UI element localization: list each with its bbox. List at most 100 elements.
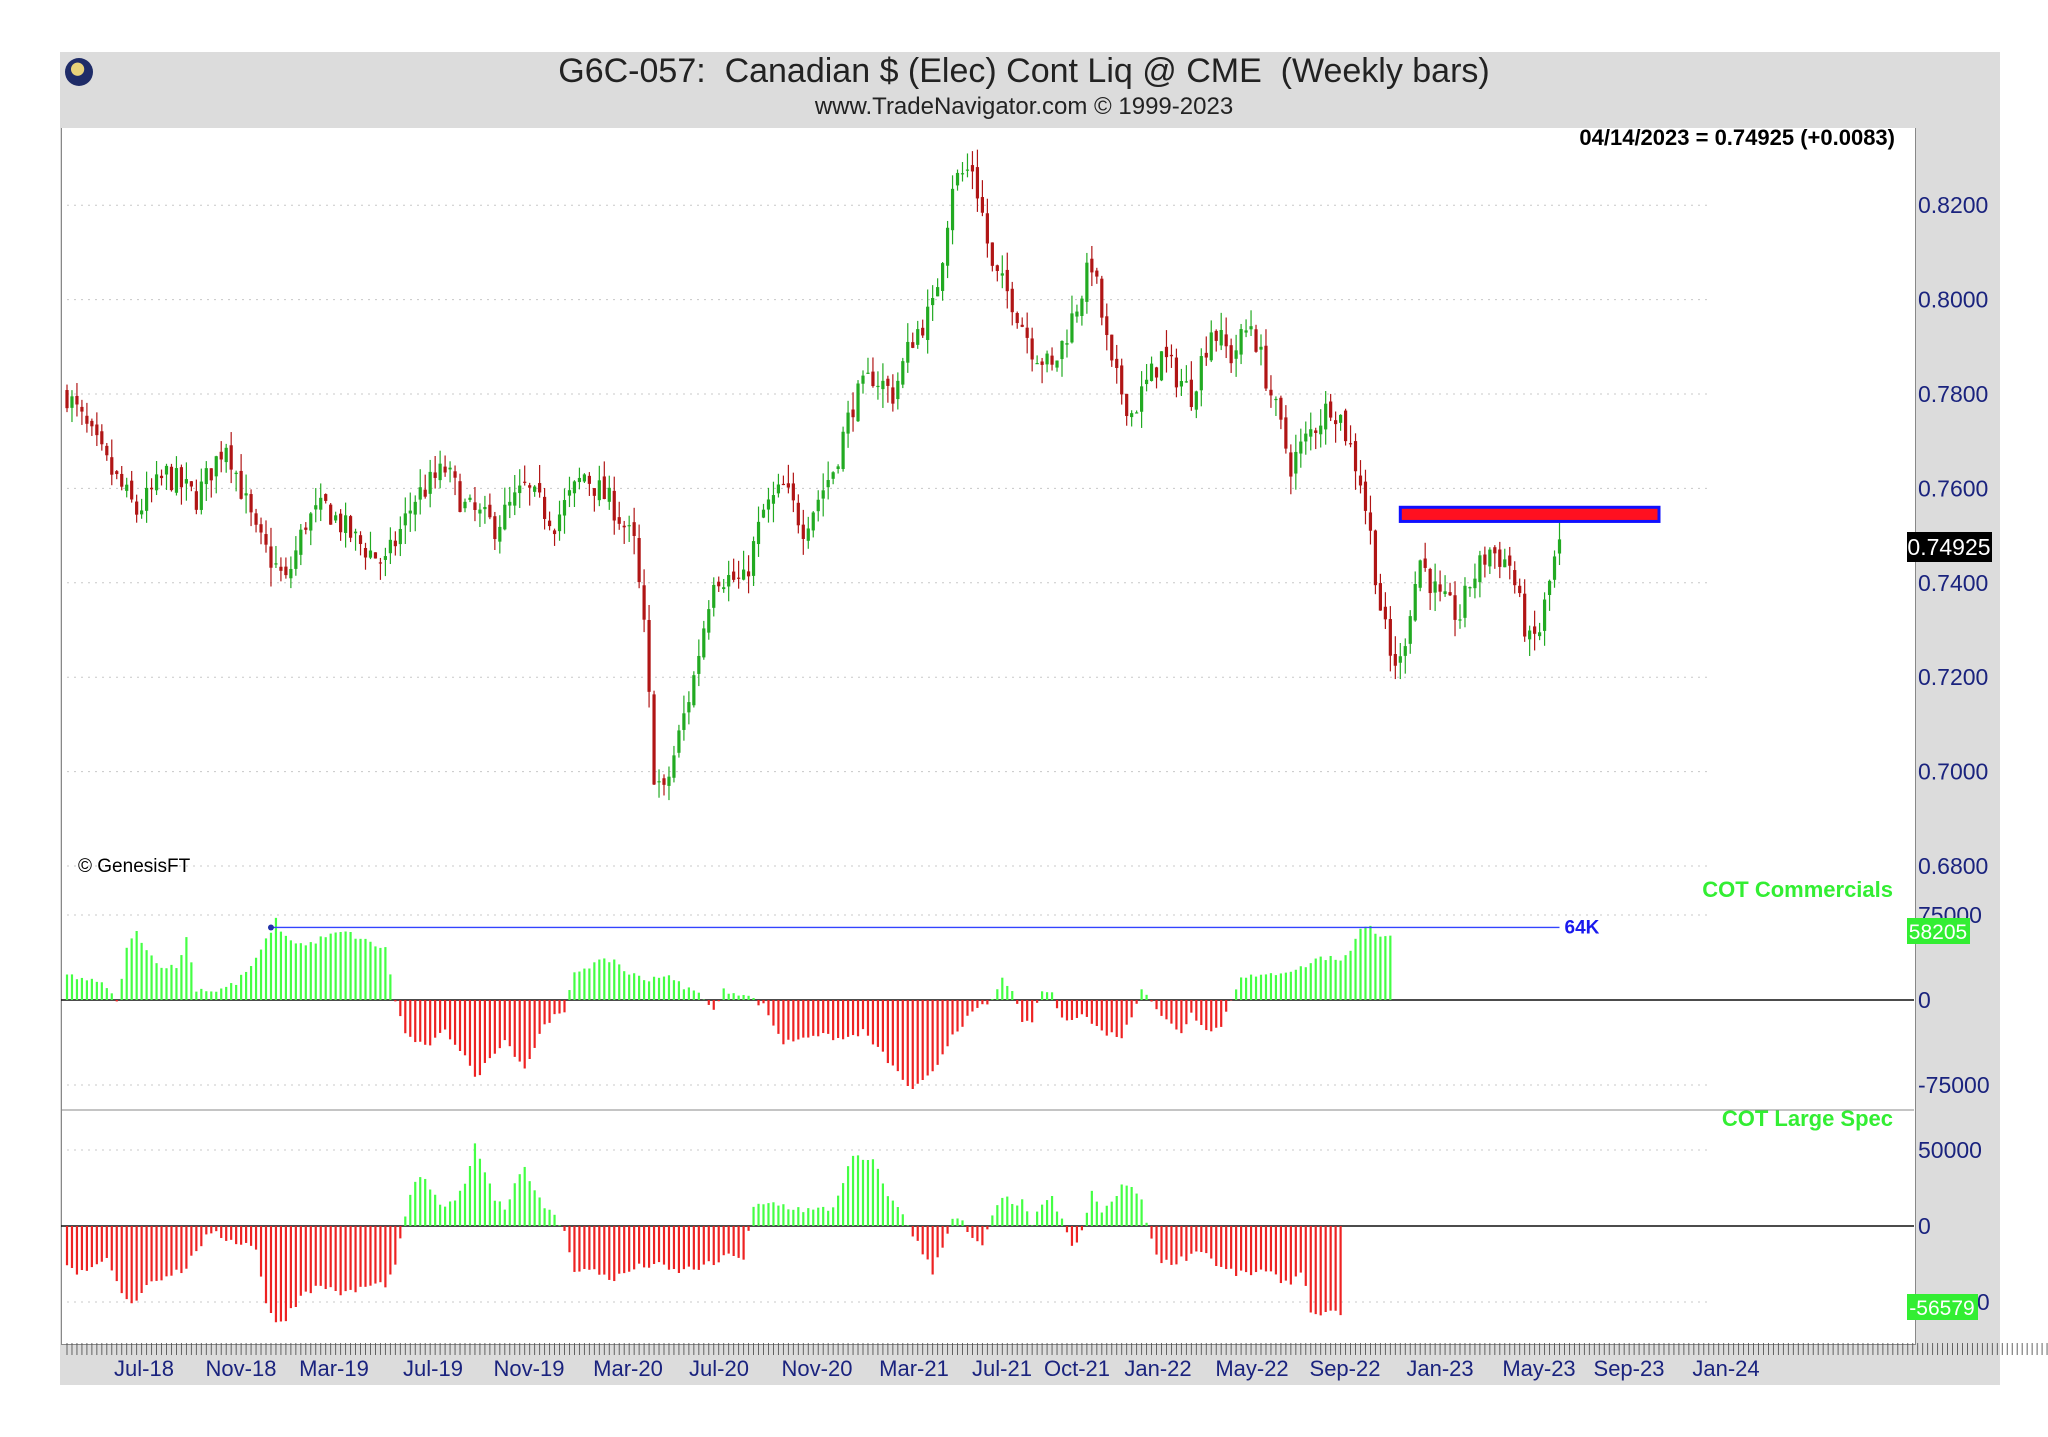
- candle-body: [249, 494, 253, 513]
- candle-body: [1542, 599, 1547, 631]
- candle-body: [771, 495, 776, 504]
- candle-body: [1199, 356, 1203, 391]
- candle-body: [1254, 329, 1258, 352]
- candle-body: [264, 534, 268, 545]
- candle-body: [368, 550, 373, 558]
- candle-body: [1557, 539, 1562, 554]
- candle-body: [1110, 334, 1114, 361]
- candle-body: [1513, 570, 1517, 586]
- candle-body: [1224, 334, 1228, 347]
- candle-body: [587, 475, 591, 484]
- candle-body: [309, 513, 313, 531]
- candle-body: [135, 501, 139, 515]
- candle-body: [1423, 558, 1427, 568]
- candle-body: [1339, 414, 1343, 423]
- cot-tick-label: 0: [1918, 987, 1931, 1013]
- candle-body: [582, 474, 586, 482]
- candle-body: [677, 730, 681, 753]
- candle-body: [1234, 350, 1238, 359]
- price-tick-label: 0.7600: [1918, 475, 1988, 501]
- candle-body: [841, 431, 845, 469]
- candle-body: [592, 488, 596, 496]
- candle-body: [906, 341, 910, 363]
- last-price-tag: 0.74925: [1907, 534, 1990, 560]
- candle-body: [796, 502, 800, 526]
- candle-body: [508, 501, 512, 506]
- candle-body: [652, 694, 656, 785]
- candle-body: [886, 378, 890, 386]
- candle-body: [458, 481, 462, 512]
- candle-body: [1299, 441, 1303, 454]
- candle-body: [1055, 360, 1059, 368]
- candle-body: [130, 480, 134, 500]
- price-tick-label: 0.7800: [1918, 381, 1988, 407]
- candle-body: [861, 375, 865, 384]
- candle-body: [154, 474, 159, 491]
- x-tick-label: Jul-19: [403, 1356, 463, 1381]
- candle-body: [498, 526, 502, 542]
- candle-body: [1085, 262, 1089, 302]
- candle-body: [423, 489, 427, 497]
- candle-body: [1070, 313, 1074, 343]
- candle-body: [304, 527, 308, 530]
- x-tick-label: Nov-20: [782, 1356, 853, 1381]
- candle-body: [995, 265, 999, 271]
- candle-body: [1363, 481, 1368, 511]
- candle-body: [980, 197, 984, 213]
- candle-body: [697, 655, 701, 674]
- candle-body: [577, 477, 582, 483]
- candle-body: [194, 491, 198, 510]
- candle-body: [881, 380, 885, 390]
- candle-body: [637, 538, 641, 583]
- candle-body: [647, 620, 651, 692]
- candle-body: [1508, 555, 1512, 566]
- candle-body: [543, 496, 547, 519]
- candle-body: [1135, 412, 1139, 414]
- candle-body: [936, 287, 940, 297]
- resistance-zone: [1398, 505, 1661, 523]
- last-price-tag-bg: [1907, 532, 1992, 562]
- candle-body: [871, 371, 875, 387]
- candle-body: [622, 525, 626, 528]
- candle-body: [1090, 258, 1094, 273]
- cot-commercials-value: 58205: [1909, 921, 1967, 944]
- candle-body: [617, 517, 621, 524]
- candle-body: [408, 510, 412, 514]
- candle-body: [756, 521, 761, 545]
- candle-body: [75, 395, 79, 405]
- candle-body: [1030, 338, 1034, 360]
- candle-body: [806, 528, 810, 541]
- candle-body: [712, 584, 716, 608]
- candle-body: [398, 528, 402, 545]
- candle-body: [921, 327, 925, 336]
- time-axis: Jul-18 Nov-18 Mar-19 Jul-19 Nov-19 Mar-20 Jul-…: [66, 1343, 2048, 1381]
- candle-body: [1304, 433, 1308, 442]
- candle-body: [373, 552, 378, 559]
- candle-body: [657, 781, 661, 783]
- candle-body: [1468, 587, 1472, 589]
- candle-body: [164, 465, 169, 475]
- candle-body: [1050, 355, 1054, 365]
- candle-body: [443, 466, 447, 473]
- candle-body: [1249, 326, 1253, 330]
- candle-body: [1194, 391, 1198, 410]
- price-axis: 0.8200 0.8000 0.7800 0.7600 0.7400 0.7200 0.70…: [1918, 192, 1988, 879]
- candle-body: [538, 483, 542, 493]
- candle-body: [528, 485, 532, 488]
- candle-body: [438, 463, 442, 481]
- candle-body: [702, 628, 706, 658]
- candle-body: [1010, 288, 1014, 313]
- cot-large-spec-value: -56579: [1909, 1297, 1974, 1320]
- candle-body: [1463, 585, 1467, 618]
- x-tick-label: Jul-18: [114, 1356, 174, 1381]
- trend-line-label: 64K: [1565, 917, 1600, 938]
- candle-body: [1443, 591, 1447, 595]
- candle-body: [1398, 656, 1402, 663]
- candle-body: [737, 577, 741, 579]
- candle-body: [1483, 554, 1487, 565]
- candle-body: [1284, 417, 1288, 449]
- x-tick-label: Nov-19: [494, 1356, 565, 1381]
- candle-body: [941, 263, 945, 291]
- candle-body: [846, 412, 850, 434]
- candle-body: [209, 468, 213, 481]
